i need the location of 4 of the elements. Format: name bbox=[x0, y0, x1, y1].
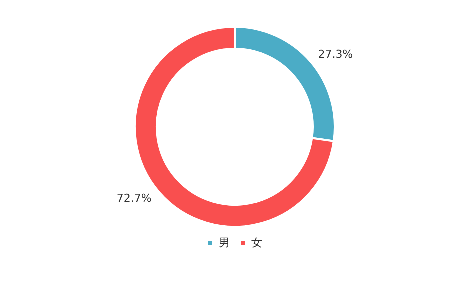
data-label: 72.7% bbox=[116, 192, 152, 205]
legend-label: 女 bbox=[252, 236, 262, 250]
legend-label: 男 bbox=[219, 236, 230, 250]
data-label: 27.3% bbox=[318, 48, 354, 61]
